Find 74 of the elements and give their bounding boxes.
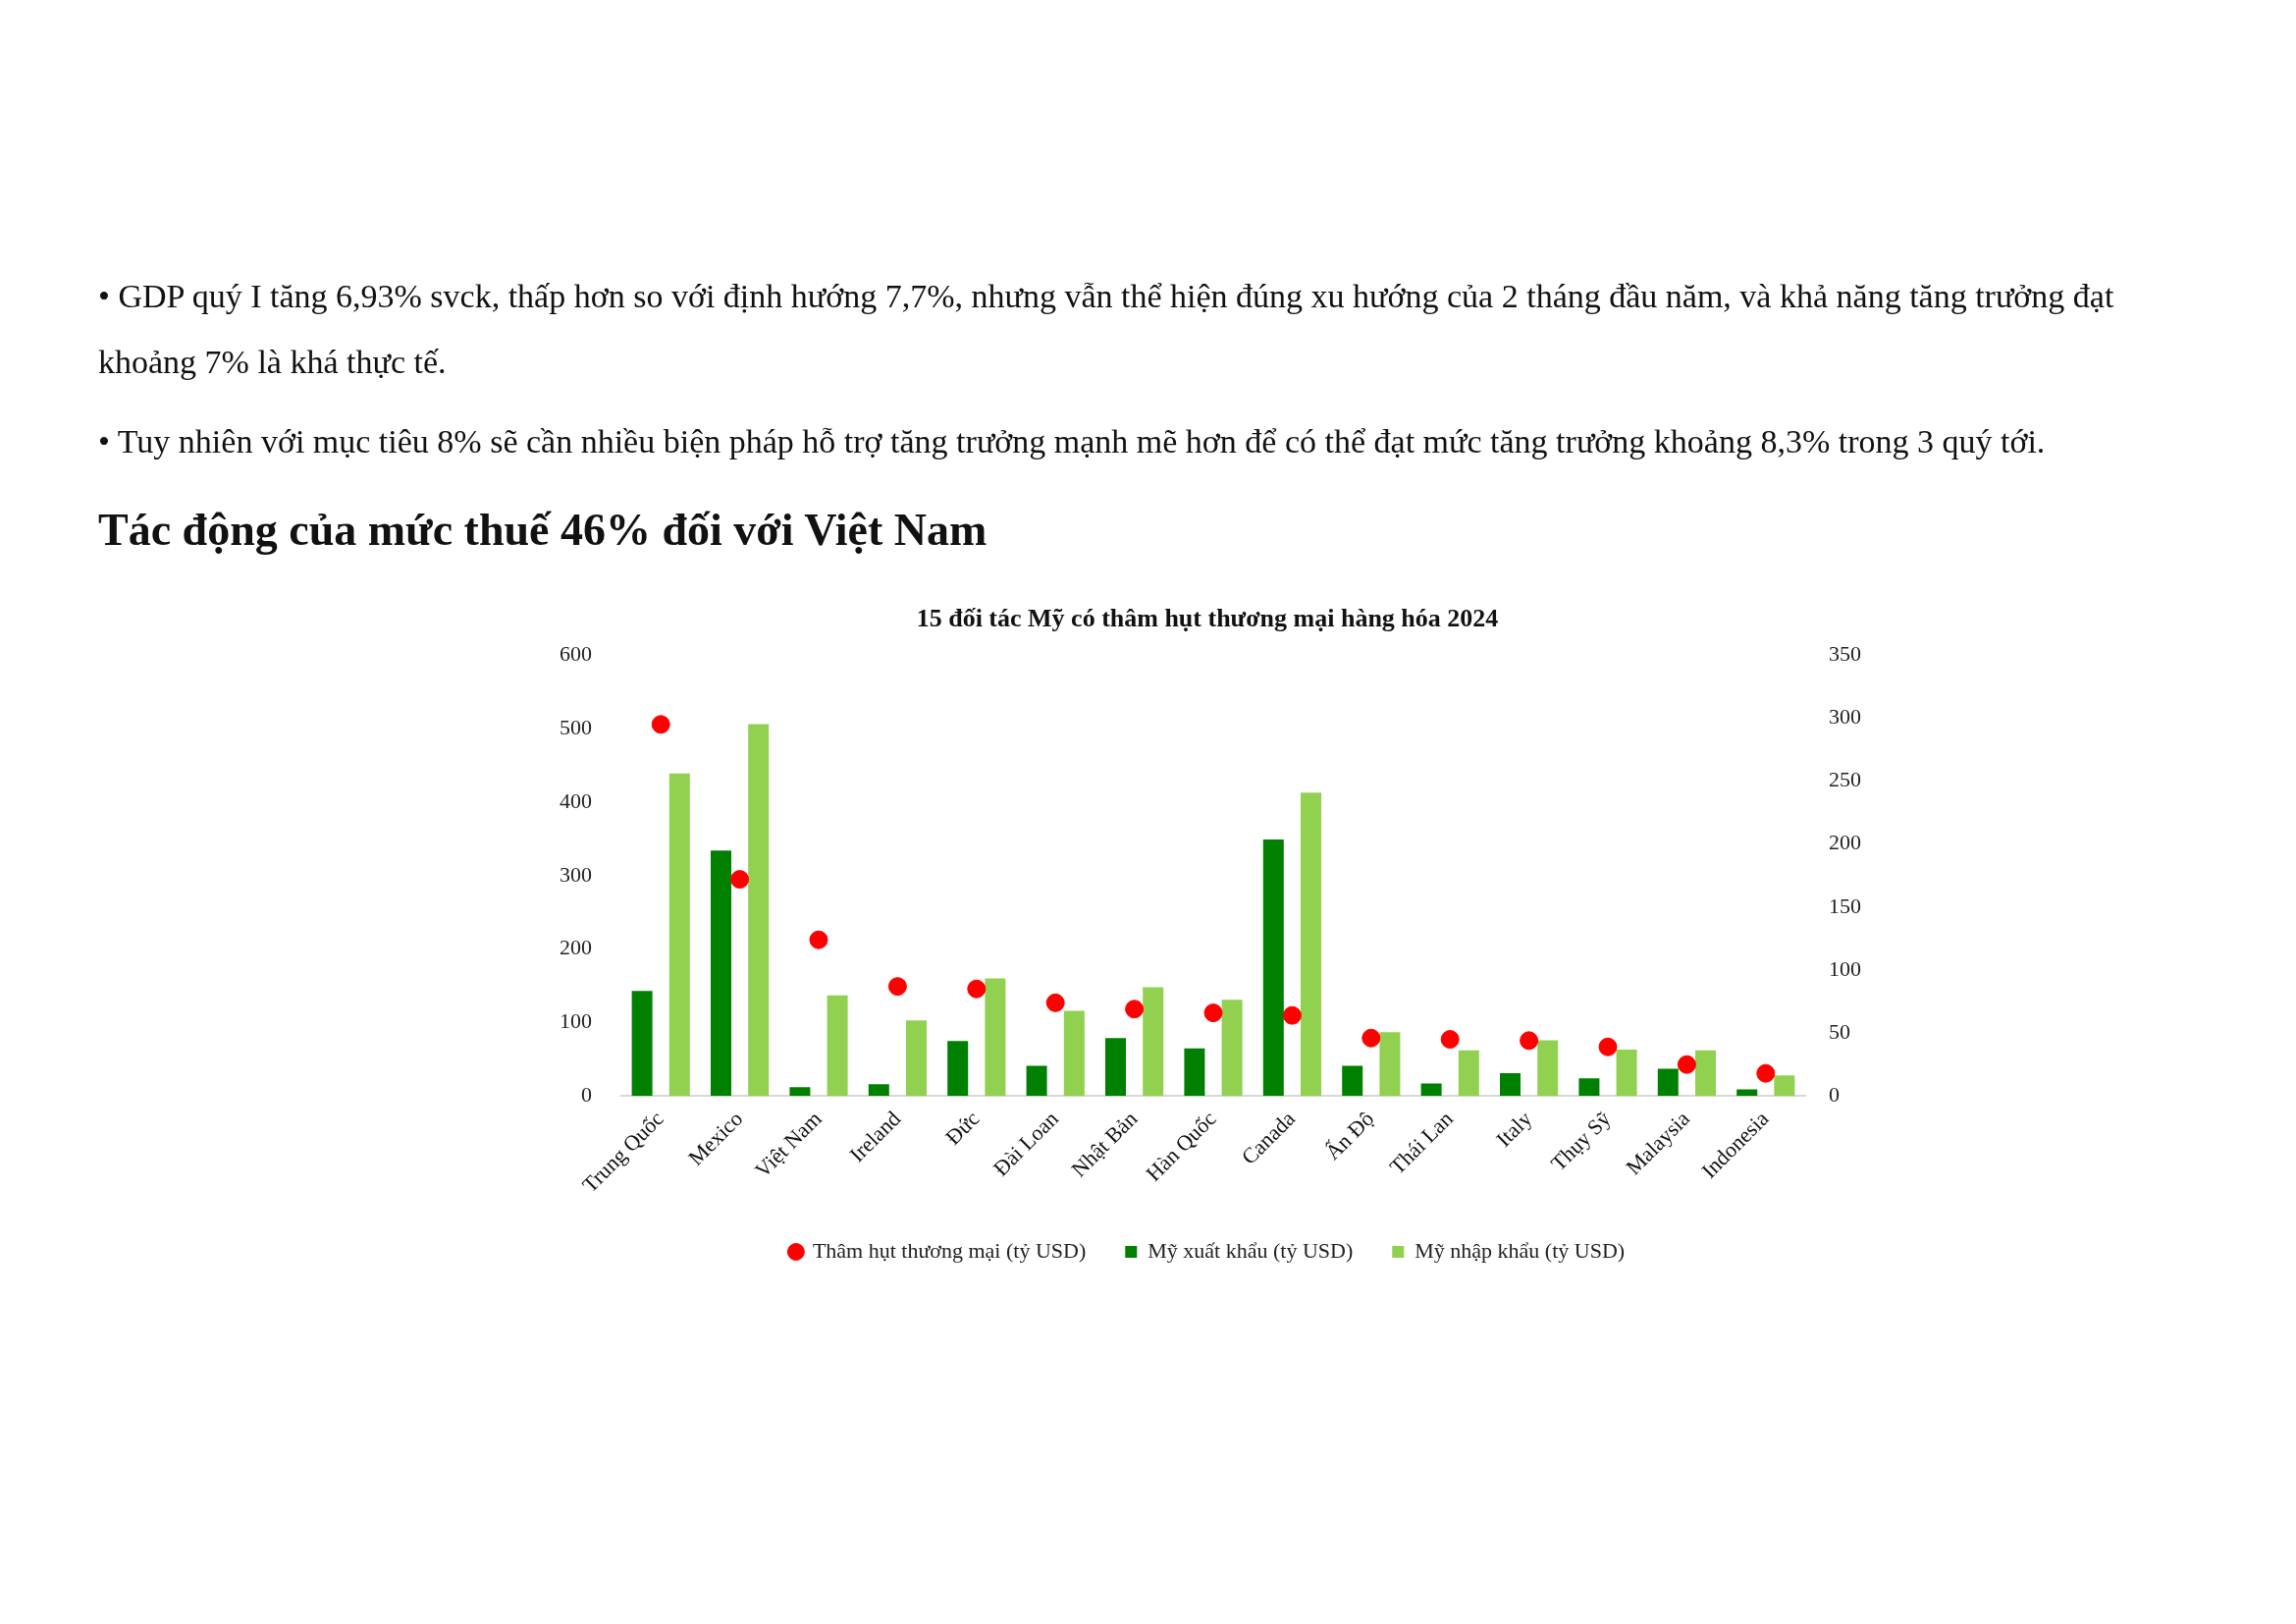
point xyxy=(730,870,750,890)
bar xyxy=(668,773,690,1097)
point xyxy=(651,715,670,734)
y2-tick-label: 200 xyxy=(1829,830,1861,855)
y2-tick-label: 50 xyxy=(1829,1018,1850,1044)
point xyxy=(1440,1030,1460,1050)
point xyxy=(887,977,907,997)
bar xyxy=(1300,792,1321,1097)
bar xyxy=(905,1020,927,1097)
y-tick-label: 500 xyxy=(560,714,592,739)
bar xyxy=(1657,1068,1679,1097)
bar xyxy=(748,724,770,1097)
bar xyxy=(985,978,1006,1097)
text: • GDP quý I tăng 6,93% svck, thấp hơn so với định hướng 7,7%, nhưng vẫn thể hiện đúng xu hướng của 2 tháng đầu năm, và khả năng tăng trưởng đạt khoảng 7% là khá thực tế. xyxy=(98,277,2115,382)
point xyxy=(1520,1031,1539,1051)
bar xyxy=(1379,1032,1401,1097)
bar xyxy=(1694,1050,1716,1097)
bar xyxy=(1026,1065,1047,1097)
text: • Tuy nhiên với mục tiêu 8% sẽ cần nhiều biện pháp hỗ trợ tăng trưởng mạnh mẽ hơn để có thể đạt mức tăng trưởng khoảng 8,3% trong 3 quý tới. xyxy=(98,422,2047,461)
y2-tick-label: 0 xyxy=(1829,1082,1840,1108)
point xyxy=(1677,1055,1696,1074)
bar xyxy=(1184,1048,1205,1097)
bar xyxy=(1063,1010,1085,1097)
point xyxy=(809,930,828,949)
point xyxy=(1756,1063,1776,1083)
bar xyxy=(947,1041,969,1097)
legend-label: Thâm hụt thương mại (tỷ USD) xyxy=(812,1237,1087,1263)
chart-title: 15 đối tác Mỹ có thâm hụt thương mại hàng hóa 2024 xyxy=(916,604,1499,633)
bar xyxy=(1221,1000,1243,1097)
y2-tick-label: 350 xyxy=(1829,640,1861,666)
bar xyxy=(1143,987,1164,1097)
y2-tick-label: 300 xyxy=(1829,704,1861,730)
point xyxy=(1125,1000,1145,1019)
y2-tick-label: 150 xyxy=(1829,893,1861,918)
bar xyxy=(1500,1073,1522,1097)
bar xyxy=(1262,839,1284,1097)
bar xyxy=(868,1084,889,1097)
point xyxy=(967,979,987,999)
legend-label: Mỹ nhập khẩu (tỷ USD) xyxy=(1415,1237,1626,1263)
point xyxy=(1282,1005,1302,1025)
bar xyxy=(789,1087,811,1097)
x-tick-label: Việt Nam xyxy=(749,1106,827,1183)
y-tick-label: 0 xyxy=(581,1082,592,1108)
bar xyxy=(1458,1050,1479,1097)
bar xyxy=(711,850,732,1097)
point xyxy=(1045,993,1065,1012)
x-tick-label: Đức xyxy=(940,1106,985,1150)
x-tick-label: Ấn Độ xyxy=(1319,1106,1379,1165)
y-tick-label: 400 xyxy=(560,787,592,813)
y-tick-label: 200 xyxy=(560,935,592,960)
bar xyxy=(1774,1075,1795,1097)
bar xyxy=(827,995,848,1097)
x-tick-label: Thái Lan xyxy=(1384,1106,1458,1179)
point xyxy=(1598,1037,1618,1056)
text: Tác động của mức thuế 46% đối với Việt Nam xyxy=(98,504,988,556)
bar xyxy=(1420,1083,1442,1097)
y2-tick-label: 100 xyxy=(1829,955,1861,981)
x-tick-label: Nhật Bản xyxy=(1066,1106,1143,1182)
point xyxy=(1203,1003,1223,1023)
bar xyxy=(1537,1040,1559,1097)
bar xyxy=(1616,1050,1637,1097)
x-tick-label: Thụy Sỹ xyxy=(1545,1106,1616,1176)
bar xyxy=(1105,1038,1127,1097)
y-tick-label: 600 xyxy=(560,640,592,666)
legend-label: Mỹ xuất khẩu (tỷ USD) xyxy=(1148,1237,1354,1263)
y-tick-label: 300 xyxy=(560,861,592,887)
x-tick-label: Đài Loan xyxy=(988,1106,1063,1181)
x-tick-label: Italy xyxy=(1491,1106,1537,1152)
bar xyxy=(1578,1078,1600,1097)
bar xyxy=(1342,1065,1363,1097)
point xyxy=(1362,1028,1381,1048)
bar xyxy=(631,991,653,1097)
y2-tick-label: 250 xyxy=(1829,767,1861,792)
y-tick-label: 100 xyxy=(560,1008,592,1034)
